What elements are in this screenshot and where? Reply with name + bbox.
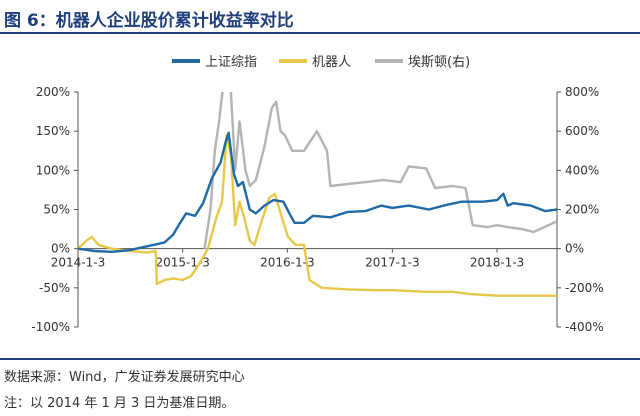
right-tick-label: -200% [565,281,604,295]
right-tick-label: 400% [565,163,599,177]
left-tick-label: 0% [51,242,70,256]
legend-label-estun: 埃斯顿(右) [408,55,470,70]
source-text: 数据来源：Wind，广发证券发展研究中心 [4,370,245,385]
left-tick-label: 100% [36,163,70,177]
axes: -100%-50%0%50%100%150%200%-400%-200%0%20… [31,85,603,334]
plot-area [78,92,557,297]
right-tick-label: 800% [565,85,599,99]
right-tick-label: -400% [565,320,604,334]
legend-label-sh: 上证综指 [205,55,257,70]
left-tick-label: -50% [39,281,70,295]
left-tick-label: 200% [36,85,70,99]
x-tick-label: 2017-1-3 [365,256,419,270]
series-line-sh [78,131,557,254]
legend-item-robot: 机器人 [279,55,351,70]
legend-item-estun: 埃斯顿(右) [375,55,470,70]
return-comparison-chart: 上证综指 机器人 埃斯顿(右) -100% -50% 0% 50% 100% 150% 20… [31,55,603,334]
left-tick-label: 50% [43,203,70,217]
note-text: 注：以 2014 年 1 月 3 日为基准日期。 [4,396,235,411]
right-tick-label: 0% [565,242,584,256]
title-rule [0,32,640,34]
legend: 上证综指 机器人 埃斯顿(右) [172,55,470,70]
series-line-estun [203,92,557,249]
series-line-robot [78,133,557,297]
figure-title: 图 6：机器人企业股价累计收益率对比 [4,11,294,31]
footer-rule [0,358,640,360]
x-tick-label: 2018-1-3 [470,256,524,270]
x-tick-label: 2014-1-3 [51,256,105,270]
right-tick-label: 600% [565,124,599,138]
right-tick-label: 200% [565,203,599,217]
x-tick-label: 2016-1-3 [260,256,314,270]
left-tick-label: -100% [31,320,70,334]
legend-label-robot: 机器人 [312,55,351,70]
figure-header: 图 6：机器人企业股价累计收益率对比 [0,0,640,34]
left-tick-label: 150% [36,124,70,138]
legend-item-sh: 上证综指 [172,55,257,70]
